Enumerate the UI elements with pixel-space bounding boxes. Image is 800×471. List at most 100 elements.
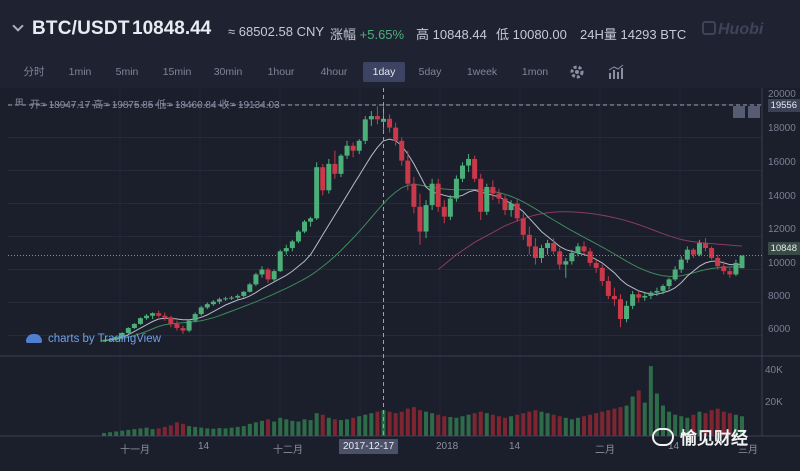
volume-bar <box>569 419 574 436</box>
candle <box>526 234 532 247</box>
volume-bar <box>691 414 696 436</box>
candle <box>672 269 678 280</box>
volume-bar <box>697 411 702 436</box>
tab-1hour[interactable]: 1hour <box>267 66 295 78</box>
candle <box>538 248 544 258</box>
price-axis-label: 14000 <box>768 191 796 202</box>
tab-1min[interactable]: 1min <box>68 66 92 78</box>
candle <box>721 266 727 272</box>
crosshair-date-tag: 2017-12-17 <box>339 439 399 454</box>
volume-bar <box>454 417 459 436</box>
volume-bar <box>272 421 277 436</box>
price-axis-label: 20000 <box>768 89 796 100</box>
candle <box>478 178 484 212</box>
date-axis-label: 14 <box>198 441 210 452</box>
candle <box>472 158 478 179</box>
tab-5day[interactable]: 5day <box>418 66 442 78</box>
volume-bar <box>484 413 489 436</box>
tab-1day[interactable]: 1day <box>363 62 405 82</box>
candle <box>326 163 332 191</box>
tab-timeline[interactable]: 分时 <box>23 66 45 78</box>
volume-bar <box>667 411 672 436</box>
candle <box>715 257 721 267</box>
huobi-logo-icon <box>702 21 716 35</box>
volume-bar <box>533 410 538 436</box>
tradingview-label: charts by TradingView <box>48 333 161 345</box>
volume-bar <box>417 410 422 436</box>
volume-bar <box>478 411 483 436</box>
tab-30min[interactable]: 30min <box>213 66 243 78</box>
tab-15min[interactable]: 15min <box>162 66 192 78</box>
volume-value: 14293 BTC <box>620 27 687 42</box>
ticker-header: BTC/USDT 10848.44 ≈ 68502.58 CNY 涨幅 +5.6… <box>0 0 800 56</box>
pair-dropdown-icon[interactable] <box>12 20 24 32</box>
volume-bar <box>144 427 149 436</box>
candle <box>599 267 605 282</box>
candle <box>253 274 259 285</box>
candle <box>271 271 277 280</box>
volume-bar <box>411 407 416 436</box>
candle <box>216 299 222 302</box>
volume-bar <box>114 431 119 436</box>
candle <box>514 203 520 219</box>
volume-bar <box>108 432 113 436</box>
tradingview-credit[interactable]: charts by TradingView <box>26 333 161 345</box>
candle <box>502 198 508 211</box>
crosshair-icon[interactable]: ⊞ <box>15 97 24 108</box>
volume-bar <box>460 416 465 436</box>
volume-bar <box>715 408 720 436</box>
volume-bar <box>466 414 471 436</box>
candle <box>113 337 119 340</box>
volume-bar <box>606 410 611 436</box>
volume-bar <box>381 410 386 436</box>
candle <box>733 262 739 275</box>
candle <box>210 301 216 305</box>
candle <box>381 118 387 122</box>
low-label: 低 <box>496 27 510 42</box>
candle <box>204 304 210 308</box>
volume-bar <box>636 390 641 436</box>
cny-price: ≈ 68502.58 CNY <box>228 24 325 39</box>
volume-bar <box>703 413 708 436</box>
pane-maximize-button[interactable] <box>748 106 760 118</box>
change-stat: 涨幅 +5.65% <box>330 24 404 43</box>
brand-logo: Huobi <box>718 21 764 38</box>
indicator-icon[interactable] <box>608 64 624 80</box>
candle <box>690 249 696 255</box>
pair-name[interactable]: BTC/USDT <box>32 18 130 39</box>
candle <box>101 340 107 342</box>
volume-bar <box>253 422 258 436</box>
volume-bar <box>673 414 678 436</box>
candle <box>241 291 247 296</box>
candlestick-chart[interactable] <box>0 88 800 471</box>
candle <box>569 253 575 262</box>
volume-bar <box>612 408 617 436</box>
gear-icon[interactable] <box>569 64 585 80</box>
volume-bar <box>399 411 404 436</box>
candle <box>581 246 587 252</box>
candle <box>532 246 538 258</box>
tab-1mon[interactable]: 1mon <box>521 66 549 78</box>
volume-bar <box>205 428 210 436</box>
tab-4hour[interactable]: 4hour <box>320 66 348 78</box>
candle <box>150 313 156 316</box>
volume-label: 24H量 <box>580 27 617 42</box>
candle <box>654 290 660 293</box>
chart-area[interactable]: ⊞ 开= 18947.17 高= 19875.85 低= 18460.84 收=… <box>0 88 800 471</box>
candle <box>611 295 617 300</box>
volume-bar <box>259 420 264 436</box>
candle <box>277 251 283 272</box>
tab-5min[interactable]: 5min <box>115 66 139 78</box>
candle <box>350 145 356 151</box>
candle <box>295 231 301 242</box>
candle <box>545 243 551 249</box>
pane-minimize-button[interactable] <box>733 106 745 118</box>
volume-bar <box>509 416 514 436</box>
tab-1week[interactable]: 1week <box>466 66 498 78</box>
volume-bar <box>618 407 623 436</box>
volume-bar <box>405 408 410 436</box>
volume-bar <box>102 432 106 436</box>
current-price-tag: 10848 <box>767 242 800 255</box>
volume-bar <box>247 423 252 436</box>
candle <box>362 119 368 141</box>
